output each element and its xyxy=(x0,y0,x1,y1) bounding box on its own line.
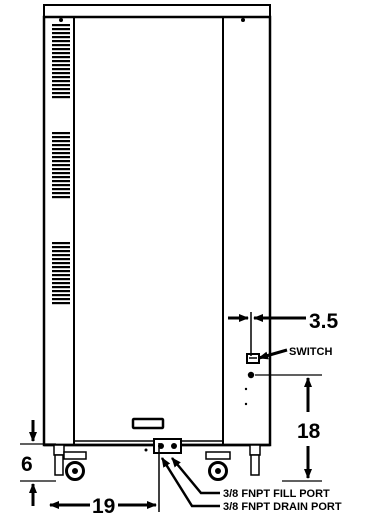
width-offset-label: 19 xyxy=(92,495,115,516)
caster-right xyxy=(205,444,261,481)
vent-group-top xyxy=(52,24,70,99)
port-leaders xyxy=(160,457,220,508)
top-panel xyxy=(43,4,271,18)
top-right-screw xyxy=(241,18,245,22)
indicator-dot xyxy=(244,402,248,406)
switch-label: SWITCH xyxy=(289,346,332,358)
cabinet-body xyxy=(42,4,272,447)
port-height-label: 18 xyxy=(297,420,321,443)
cabinet-outline xyxy=(42,15,272,447)
port-block xyxy=(153,438,182,454)
vent-group-middle xyxy=(52,132,70,199)
caster-height-label: 6 xyxy=(21,453,33,476)
drain-port-fitting xyxy=(171,443,177,449)
indicator-dot xyxy=(244,387,248,391)
dimension-port-height xyxy=(255,374,322,482)
dimension-width-offset xyxy=(49,443,160,512)
drain-port-label: 3/8 FNPT DRAIN PORT xyxy=(223,501,342,513)
port-marker xyxy=(247,371,255,379)
switch-leader xyxy=(258,348,288,360)
caster-left xyxy=(53,444,87,481)
dimension-caster-height xyxy=(20,420,56,506)
side-offset-label: 3.5 xyxy=(309,310,339,333)
top-left-screw xyxy=(59,18,63,22)
handle-slot xyxy=(131,417,165,430)
vent-group-bottom xyxy=(52,242,70,305)
fill-port-label: 3/8 FNPT FILL PORT xyxy=(223,488,330,500)
vent-louvers xyxy=(52,24,70,305)
base-screw xyxy=(144,448,148,452)
dimension-side-offset xyxy=(228,312,306,356)
